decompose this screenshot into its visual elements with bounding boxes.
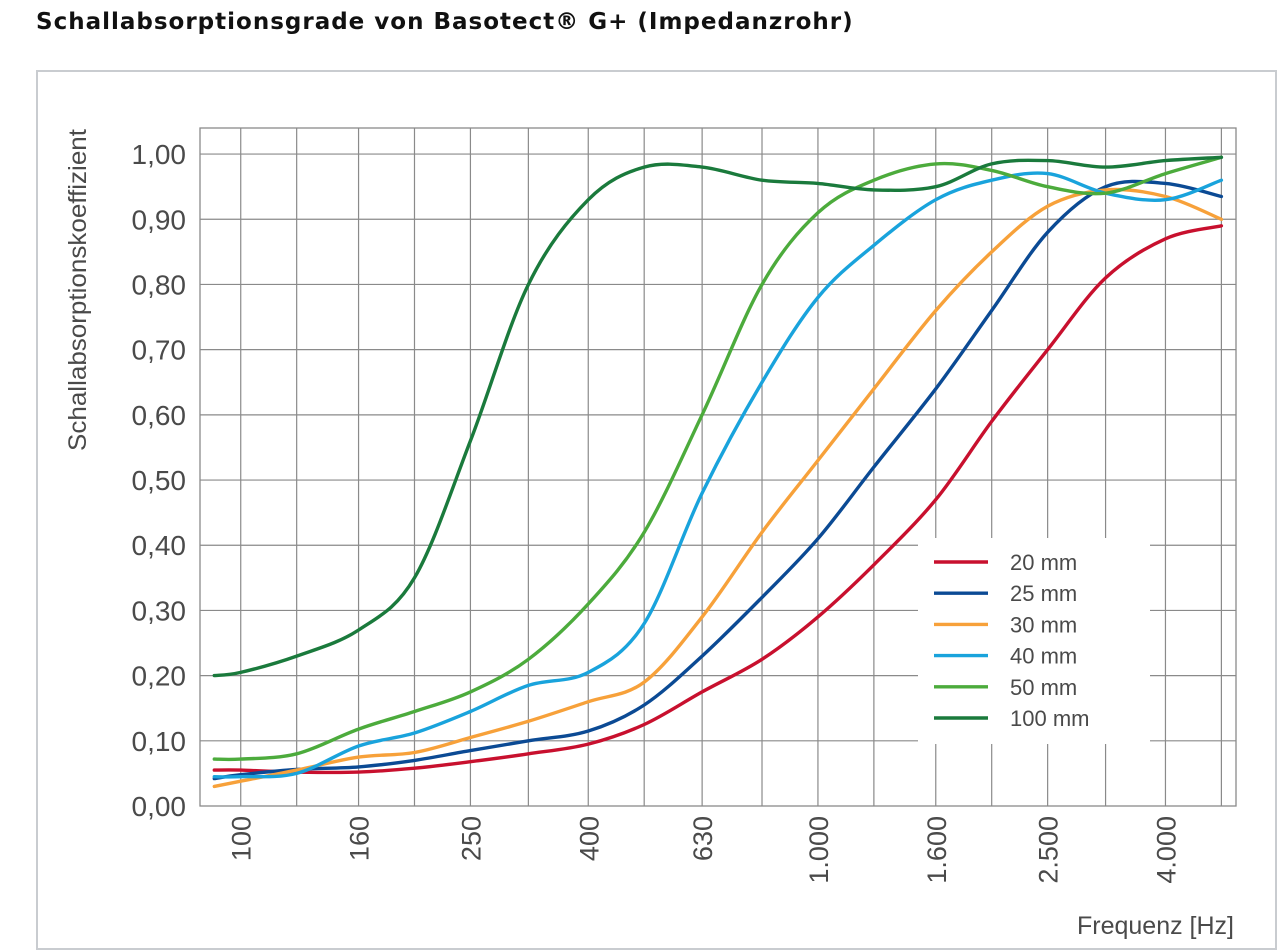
series-line-20mm: [212, 224, 1224, 775]
y-tick-label: 0,50: [132, 465, 187, 496]
x-tick-label: 400: [574, 816, 604, 861]
series-layer: [212, 155, 1224, 789]
legend-label: 50 mm: [1010, 675, 1077, 700]
x-tick-label: 250: [456, 816, 486, 861]
legend-box: [918, 538, 1150, 744]
legend-label: 100 mm: [1010, 706, 1089, 731]
series-line-100mm: [212, 155, 1224, 678]
x-tick-label: 2.500: [1034, 816, 1064, 884]
y-tick-label: 0,60: [132, 400, 187, 431]
x-tick-label: 1.600: [922, 816, 952, 884]
legend-label: 20 mm: [1010, 550, 1077, 575]
y-tick-label: 0,80: [132, 269, 187, 300]
series-line-50mm: [212, 155, 1224, 762]
legend-label: 30 mm: [1010, 612, 1077, 637]
x-tick-label: 1.000: [804, 816, 834, 884]
y-tick-label: 0,70: [132, 335, 187, 366]
x-axis-label: Frequenz [Hz]: [1077, 912, 1234, 940]
x-tick-labels: 100 160 250 400 630 1.000 1.600 2.500 4.000: [227, 816, 1182, 884]
series-line-25mm: [212, 179, 1224, 781]
legend: 20 mm 25 mm 30 mm 40 mm 50 mm 100 mm: [918, 538, 1150, 744]
page-title: Schallabsorptionsgrade von Basotect® G+ …: [36, 9, 854, 35]
y-tick-label: 0,00: [132, 791, 187, 822]
y-tick-label: 0,90: [132, 204, 187, 235]
y-tick-label: 0,20: [132, 661, 187, 692]
plot-border: [199, 127, 1237, 807]
y-tick-labels: 0,00 0,10 0,20 0,30 0,40 0,50 0,60 0,70 0,80 0,90…: [132, 139, 187, 822]
y-tick-label: 1,00: [132, 139, 187, 170]
absorption-chart: 0,00 0,10 0,20 0,30 0,40 0,50 0,60 0,70 0,80 0,90…: [64, 127, 1237, 940]
x-tick-label: 4.000: [1151, 816, 1181, 884]
y-tick-label: 0,40: [132, 530, 187, 561]
y-axis-label: Schallabsorptionskoeffizient: [64, 129, 92, 451]
x-tick-label: 630: [688, 816, 718, 861]
x-tick-label: 160: [345, 816, 375, 861]
y-tick-label: 0,10: [132, 726, 187, 757]
x-tick-label: 100: [227, 816, 257, 861]
series-line-30mm: [212, 187, 1224, 789]
y-tick-label: 0,30: [132, 595, 187, 626]
chart-frame: 0,00 0,10 0,20 0,30 0,40 0,50 0,60 0,70 0,80 0,90…: [36, 70, 1277, 950]
series-line-40mm: [212, 171, 1224, 779]
legend-label: 25 mm: [1010, 581, 1077, 606]
legend-label: 40 mm: [1010, 644, 1077, 669]
